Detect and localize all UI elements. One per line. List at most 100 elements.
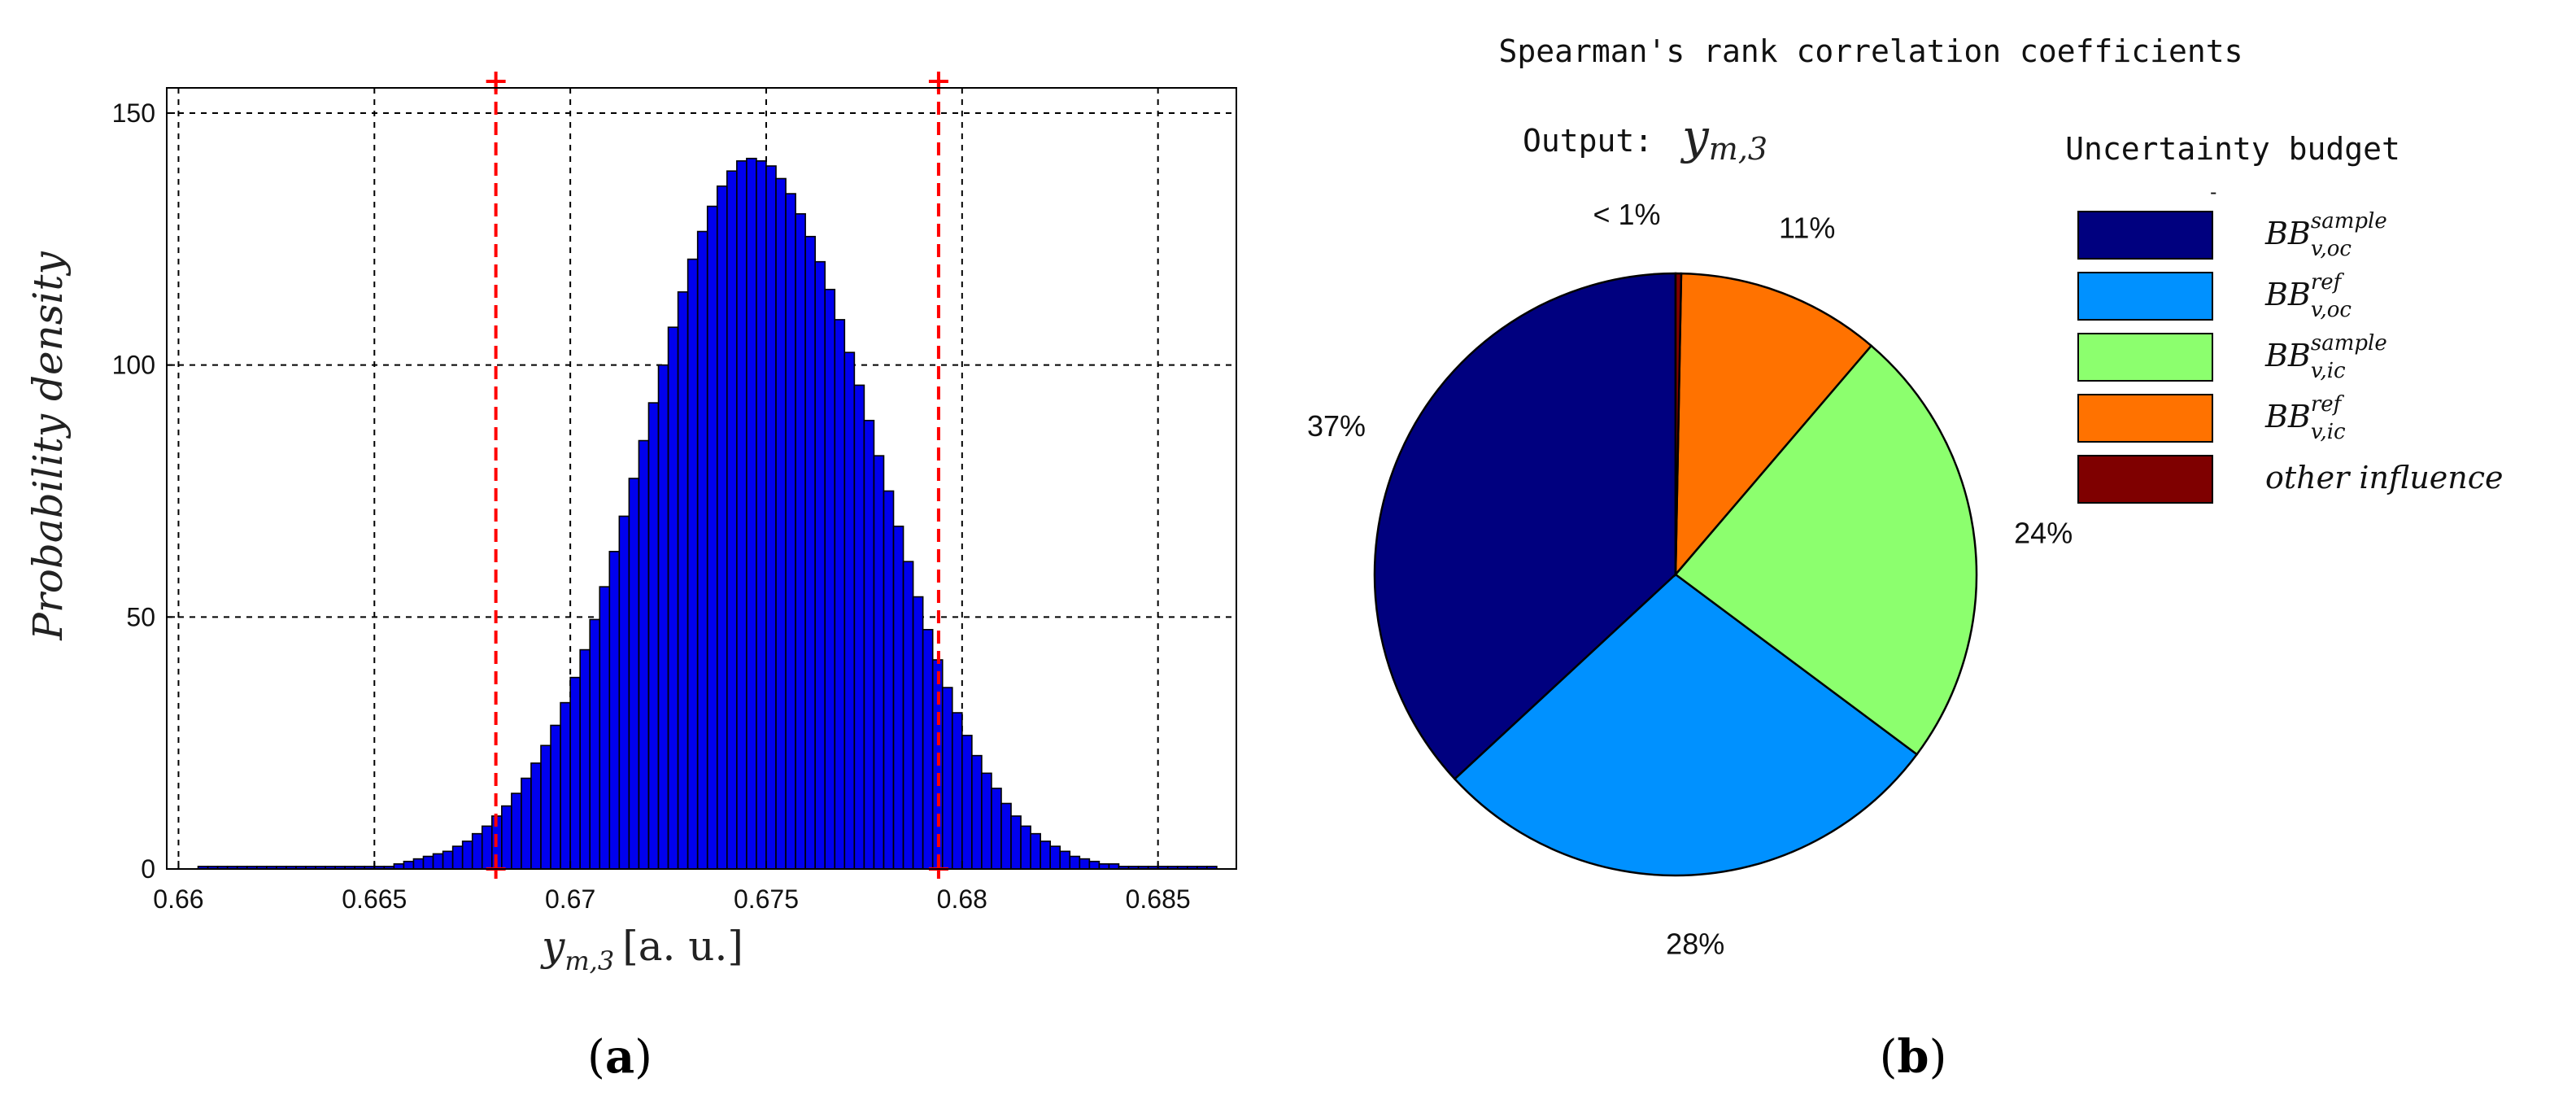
histogram-bar bbox=[638, 439, 650, 870]
histogram-bar bbox=[412, 858, 425, 870]
histogram-bar bbox=[608, 551, 621, 870]
legend-swatch bbox=[2077, 455, 2213, 504]
legend-label: BBsample v,ic bbox=[2264, 331, 2387, 383]
histogram-bar bbox=[863, 419, 875, 870]
pie-slice-1 bbox=[1453, 573, 1919, 877]
pie-panel: Spearman's rank correlation coefficients… bbox=[1307, 33, 2504, 1084]
x-tick-label: 0.675 bbox=[734, 884, 799, 914]
histogram-bar bbox=[922, 629, 934, 870]
histogram-bar bbox=[657, 364, 669, 870]
pie-slices bbox=[1373, 272, 1978, 877]
pie-label-2: 24% bbox=[2014, 517, 2073, 550]
panel-label-b: (b) bbox=[1880, 1030, 1947, 1084]
histogram-bar bbox=[501, 805, 512, 870]
histogram-bar bbox=[422, 855, 434, 870]
histogram-bar bbox=[550, 724, 561, 870]
histogram-bar bbox=[912, 596, 924, 870]
histogram-bar bbox=[736, 160, 748, 870]
histogram-bar bbox=[599, 586, 611, 870]
histogram-x-ticks: 0.66 0.665 0.67 0.675 0.68 0.685 bbox=[153, 861, 1191, 914]
histogram-bar bbox=[941, 687, 953, 870]
pie-label-3: 11% bbox=[1779, 212, 1835, 245]
histogram-bar bbox=[521, 777, 532, 870]
legend-sub: v,oc bbox=[2311, 237, 2352, 261]
histogram-bar bbox=[511, 792, 522, 870]
histogram-bar bbox=[1010, 815, 1022, 870]
histogram-y-ticks: 0 50 100 150 bbox=[112, 98, 175, 884]
histogram-bar bbox=[403, 860, 415, 870]
histogram-bar bbox=[1079, 858, 1091, 870]
histogram-bar bbox=[756, 160, 767, 870]
histogram-bar bbox=[589, 618, 601, 870]
histogram-bar bbox=[746, 157, 757, 870]
histogram-bar bbox=[1059, 850, 1071, 870]
legend-item-1: BBref v,oc bbox=[2077, 270, 2352, 322]
histogram-x-axis-label: ym,3 [a. u.] bbox=[540, 923, 743, 976]
legend-item-3: BBref v,ic bbox=[2077, 392, 2346, 444]
histogram-bar bbox=[726, 170, 738, 870]
legend-swatch bbox=[2077, 211, 2213, 260]
pie-label-1: 28% bbox=[1666, 927, 1724, 960]
x-tick-label: 0.685 bbox=[1126, 884, 1191, 914]
histogram-bar bbox=[775, 177, 787, 870]
histogram-bar bbox=[628, 478, 640, 870]
histogram-bar bbox=[432, 853, 444, 870]
histogram-bar bbox=[834, 319, 846, 870]
y-tick-label: 50 bbox=[126, 602, 155, 631]
pie-slice-2 bbox=[1674, 344, 1978, 756]
legend-sup: sample bbox=[2311, 209, 2387, 234]
panel-label-a: (a) bbox=[587, 1030, 652, 1084]
legend-swatch bbox=[2077, 394, 2213, 443]
x-tick-label: 0.66 bbox=[153, 884, 203, 914]
histogram-bar bbox=[853, 384, 865, 870]
histogram-bar bbox=[804, 235, 816, 870]
x-tick-label: 0.665 bbox=[342, 884, 407, 914]
histogram-bar bbox=[1030, 832, 1041, 870]
histogram-bar bbox=[991, 788, 1002, 870]
histogram-bar bbox=[560, 701, 571, 870]
histogram-bar bbox=[677, 291, 689, 870]
legend-title: Uncertainty budget bbox=[2065, 131, 2400, 167]
pie-slice-0 bbox=[1373, 272, 1677, 781]
histogram-bar bbox=[843, 351, 856, 870]
histogram-bar bbox=[530, 762, 542, 870]
histogram-bar bbox=[971, 754, 983, 870]
legend-sub: v,ic bbox=[2311, 359, 2346, 383]
histogram-panel: 0.66 0.665 0.67 0.675 0.68 0.685 0 50 100 150 Pr… bbox=[24, 72, 1237, 1084]
histogram-plot-frame bbox=[166, 87, 1237, 870]
histogram-bar bbox=[618, 515, 630, 870]
pie-slice-labels: 37% 28% 24% 11% < 1% bbox=[1307, 198, 2073, 960]
histogram-bar bbox=[892, 526, 904, 870]
legend-sub: v,ic bbox=[2311, 420, 2346, 444]
histogram-bar bbox=[686, 258, 699, 870]
legend-item-4: other influence bbox=[2077, 455, 2504, 504]
pie-slice-3 bbox=[1674, 272, 1873, 578]
histogram-bar bbox=[902, 561, 914, 870]
histogram-bar bbox=[1069, 855, 1081, 870]
histogram-bar bbox=[814, 260, 826, 870]
histogram-bar bbox=[471, 832, 483, 870]
histogram-bar bbox=[696, 230, 708, 870]
histogram-bar bbox=[540, 744, 551, 870]
histogram-bar bbox=[824, 288, 836, 870]
histogram-bar bbox=[442, 850, 454, 870]
histogram-bar bbox=[785, 193, 796, 870]
pie-slice-4 bbox=[1674, 272, 1683, 575]
histogram-bar bbox=[667, 326, 679, 870]
legend-item-2: BBsample v,ic bbox=[2077, 331, 2387, 383]
legend-label: BBref v,ic bbox=[2264, 392, 2346, 444]
histogram-bar bbox=[883, 490, 895, 870]
histogram-y-axis-label: Probability density bbox=[24, 251, 72, 641]
legend-sup: ref bbox=[2311, 270, 2345, 295]
histogram-bar bbox=[1020, 825, 1031, 870]
legend-sup: ref bbox=[2311, 392, 2345, 417]
histogram-bar bbox=[981, 772, 992, 870]
legend-item-0: BBsample v,oc bbox=[2077, 209, 2387, 261]
legend-sub: v,oc bbox=[2311, 298, 2352, 322]
histogram-bar bbox=[1040, 840, 1051, 870]
histogram-bar bbox=[1000, 802, 1012, 870]
y-tick-label: 100 bbox=[112, 351, 155, 380]
histogram-bar bbox=[481, 825, 493, 870]
